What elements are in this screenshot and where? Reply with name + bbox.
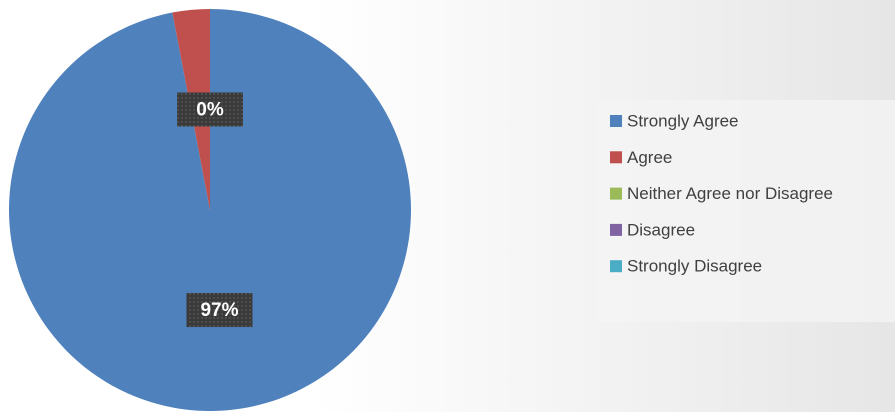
data-label: 0%: [196, 100, 224, 121]
legend-swatch: [610, 151, 622, 164]
legend-label: Neither Agree nor Disagree: [627, 184, 833, 203]
legend-swatch: [610, 260, 622, 273]
legend-label: Disagree: [627, 220, 695, 239]
legend-box: [598, 100, 895, 322]
data-label: 97%: [200, 300, 238, 321]
pie-slice: [8, 9, 411, 411]
legend-label: Strongly Disagree: [627, 257, 762, 276]
legend-label: Strongly Agree: [627, 111, 739, 130]
legend-swatch: [610, 223, 622, 236]
legend-label: Agree: [627, 148, 672, 167]
legend-swatch: [610, 187, 622, 200]
data-label-box: [177, 92, 243, 127]
legend-swatch: [610, 115, 622, 127]
data-label-box: [186, 293, 253, 328]
